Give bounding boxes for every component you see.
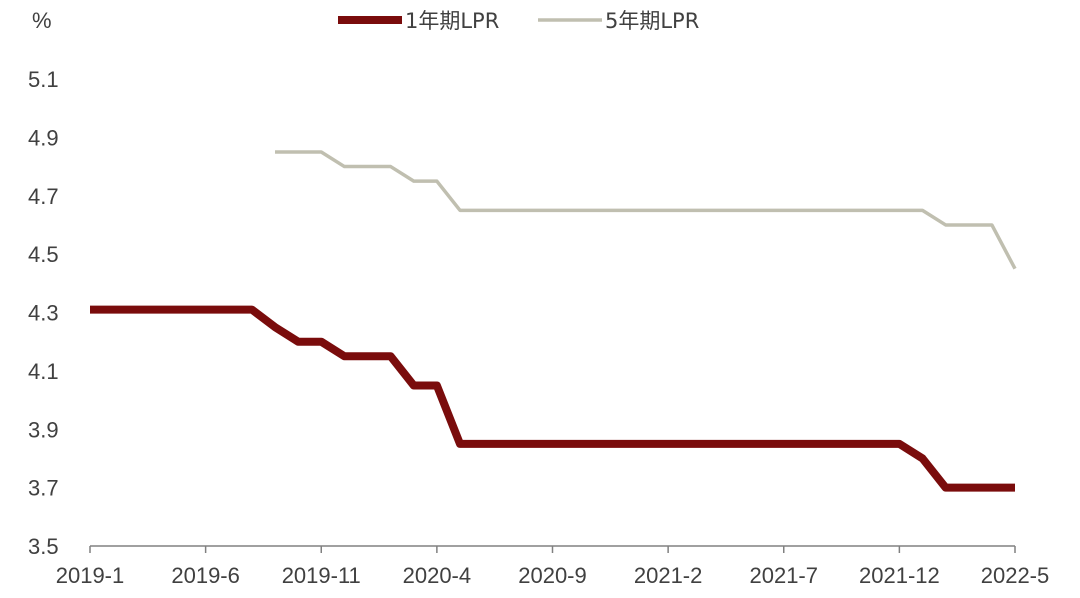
x-tick-label: 2020-9 bbox=[518, 563, 587, 588]
y-tick-label: 4.3 bbox=[28, 301, 59, 326]
x-tick-label: 2019-6 bbox=[171, 563, 240, 588]
series-line-1y-lpr bbox=[90, 305, 1015, 492]
y-tick-label: 5.1 bbox=[28, 67, 59, 92]
legend: 1年期LPR 5年期LPR bbox=[338, 9, 699, 33]
y-axis-unit-label: % bbox=[32, 8, 52, 33]
series-line-5y-lpr bbox=[275, 150, 1017, 270]
legend-label-1y-lpr: 1年期LPR bbox=[405, 9, 499, 33]
y-axis-tick-labels: 3.5 3.7 3.9 4.1 4.3 4.5 4.7 4.9 5.1 bbox=[28, 67, 59, 559]
y-tick-label: 3.7 bbox=[28, 476, 59, 501]
x-axis: 2019-1 2019-6 2019-11 2020-4 2020-9 2021-2 202… bbox=[56, 545, 1050, 588]
x-tick-label: 2021-7 bbox=[749, 563, 818, 588]
y-tick-label: 3.9 bbox=[28, 417, 59, 442]
y-tick-label: 4.1 bbox=[28, 359, 59, 384]
x-tick-label: 2020-4 bbox=[403, 563, 472, 588]
y-tick-label: 4.9 bbox=[28, 125, 59, 150]
legend-label-5y-lpr: 5年期LPR bbox=[605, 9, 699, 33]
x-tick-label: 2019-11 bbox=[282, 563, 361, 588]
y-tick-label: 4.5 bbox=[28, 242, 59, 267]
x-tick-label: 2022-5 bbox=[981, 563, 1050, 588]
series-layer bbox=[90, 150, 1017, 492]
x-tick-label: 2021-12 bbox=[859, 563, 940, 588]
x-tick-label: 2019-1 bbox=[56, 563, 125, 588]
y-tick-label: 3.5 bbox=[28, 534, 59, 559]
y-tick-label: 4.7 bbox=[28, 184, 59, 209]
x-tick-label: 2021-2 bbox=[634, 563, 703, 588]
